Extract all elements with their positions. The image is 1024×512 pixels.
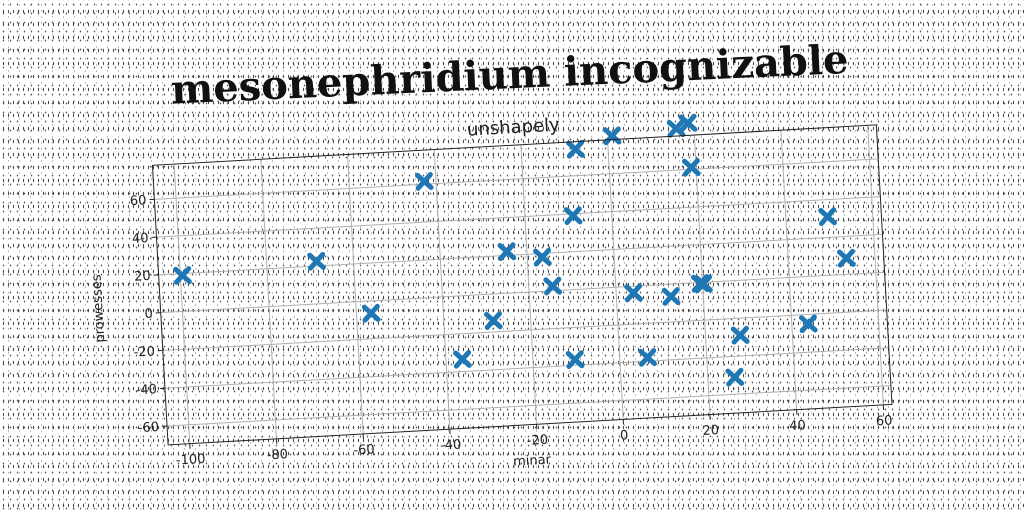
marker-stroke: [731, 325, 749, 345]
x-tick-label: 0: [620, 428, 629, 443]
y-gridline: [158, 233, 883, 276]
plot-root: unshapely -100 -80 -60 -40 -20 0 20 40 60 -60 -40…: [89, 113, 893, 470]
x-gridline: [260, 159, 277, 439]
marker-stroke: [533, 247, 552, 267]
x-gridline: [607, 139, 624, 420]
data-point: [453, 349, 472, 369]
data-point: [730, 325, 750, 345]
data-point: [624, 283, 643, 303]
marker-stroke: [566, 350, 584, 369]
data-point: [497, 242, 517, 261]
y-gridline: [160, 271, 885, 314]
marker-stroke: [694, 274, 713, 294]
x-tick-label: -100: [176, 452, 206, 469]
data-point: [173, 266, 192, 285]
data-point: [602, 126, 622, 146]
x-gridline: [693, 135, 711, 415]
data-point: [565, 350, 585, 369]
data-point: [694, 274, 713, 294]
marker-stroke: [544, 276, 562, 296]
marker-stroke: [307, 251, 326, 271]
data-point: [798, 314, 818, 334]
plot-frame: [151, 124, 893, 446]
y-tick-label: -40: [135, 382, 157, 398]
marker-stroke: [799, 314, 817, 334]
data-point: [361, 303, 381, 323]
y-tick-label: 0: [144, 307, 153, 322]
marker-stroke: [837, 248, 856, 268]
data-point: [543, 276, 563, 296]
marker-stroke: [638, 348, 657, 367]
x-axis: -100 -80 -60 -40 -20 0 20 40 60: [176, 404, 893, 469]
data-point: [566, 139, 585, 159]
data-point: [666, 119, 686, 138]
x-tick-label: 60: [876, 413, 893, 429]
marker-stroke: [484, 311, 502, 330]
y-tick-label: 40: [132, 231, 149, 247]
marker-stroke: [726, 367, 744, 387]
x-tick-label: 20: [702, 423, 719, 439]
x-gridline: [520, 144, 538, 425]
marker-stroke: [498, 242, 516, 261]
marker-stroke: [667, 119, 685, 138]
marker-stroke: [679, 113, 697, 133]
y-tick-label: 20: [134, 269, 151, 285]
y-gridline: [164, 347, 889, 389]
data-point: [563, 206, 583, 226]
marker-stroke: [624, 283, 643, 303]
y-gridline: [156, 196, 881, 238]
x-gridline: [173, 164, 191, 444]
data-point: [638, 348, 657, 367]
x-gridline: [867, 125, 884, 405]
x-tick-label: -20: [526, 433, 548, 449]
y-tick-label: -20: [133, 344, 155, 360]
y-gridline: [162, 309, 887, 351]
data-point: [681, 158, 701, 177]
data-points: [173, 113, 856, 387]
y-tick-label: -60: [137, 420, 159, 436]
data-point: [678, 113, 698, 133]
y-gridline: [167, 385, 891, 427]
y-axis-label: prowesses: [89, 274, 108, 343]
marker-stroke: [415, 172, 433, 191]
data-point: [414, 172, 434, 191]
marker-stroke: [564, 206, 582, 226]
data-point: [483, 311, 503, 330]
marker-stroke: [818, 207, 837, 226]
marker-stroke: [566, 139, 585, 159]
x-axis-label: minar: [513, 453, 552, 470]
data-point: [725, 367, 745, 387]
x-gridline: [780, 130, 798, 410]
y-gridline: [154, 158, 879, 200]
marker-stroke: [603, 126, 621, 146]
marker-stroke: [453, 349, 472, 369]
marker-stroke: [173, 266, 192, 285]
data-point: [818, 207, 837, 226]
grid: [154, 125, 891, 444]
chart-title: unshapely: [467, 115, 561, 141]
data-point: [837, 248, 856, 268]
x-tick-label: -80: [266, 447, 288, 463]
data-point: [661, 287, 681, 306]
marker-stroke: [682, 158, 700, 177]
x-tick-label: -60: [353, 442, 375, 458]
x-tick-label: 40: [789, 418, 806, 434]
x-gridline: [433, 149, 451, 430]
x-gridline: [347, 154, 364, 435]
y-tick-label: 60: [129, 193, 146, 209]
x-tick-label: -40: [440, 438, 462, 454]
data-point: [533, 247, 552, 267]
marker-stroke: [362, 303, 380, 323]
y-axis: -60 -40 -20 0 20 40 60: [129, 193, 168, 436]
data-point: [307, 251, 326, 271]
marker-stroke: [662, 287, 680, 306]
